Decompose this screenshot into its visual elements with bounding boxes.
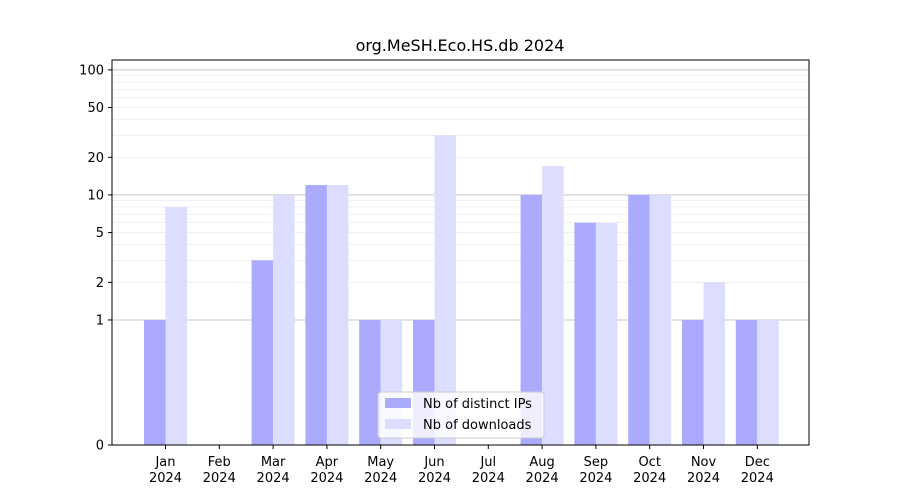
legend: Nb of distinct IPs Nb of downloads: [377, 391, 545, 439]
bar-distinct-ips: [682, 319, 704, 445]
x-tick-label: Oct 2024: [633, 455, 666, 486]
legend-swatch-downloads: [385, 419, 411, 429]
grid-lines: [112, 69, 809, 321]
bars: [144, 135, 779, 445]
x-tick-label: Nov 2024: [687, 455, 720, 486]
bar-distinct-ips: [735, 319, 758, 445]
chart-title: org.MeSH.Eco.HS.db 2024: [356, 36, 565, 55]
y-tick-label: 2: [96, 276, 104, 291]
y-tick-label: 100: [79, 63, 104, 78]
y-tick-label: 20: [87, 151, 104, 166]
bar-downloads: [703, 282, 725, 445]
bar-distinct-ips: [144, 319, 166, 445]
bar-downloads: [326, 185, 349, 445]
bar-downloads: [595, 222, 618, 445]
y-tick-label: 50: [87, 101, 104, 116]
bar-downloads: [434, 135, 456, 445]
bar-distinct-ips: [574, 222, 596, 445]
x-axis: Jan 2024 Feb 2024 Mar 2024 Apr 2024 May 2024 Jun 20…: [149, 445, 774, 486]
y-tick-label: 5: [96, 226, 104, 241]
y-tick-label: 1: [96, 313, 104, 328]
bar-downloads: [273, 194, 295, 445]
y-axis: 0 1 2 5 10 20 50 100: [79, 63, 112, 454]
x-tick-label: Dec 2024: [741, 455, 774, 486]
x-tick-label: Apr 2024: [310, 455, 343, 486]
bar-downloads: [757, 319, 779, 445]
legend-swatch-distinct-ips: [385, 398, 411, 408]
y-tick-label: 10: [87, 188, 104, 203]
x-tick-label: Mar 2024: [257, 455, 290, 486]
x-tick-label: May 2024: [364, 455, 397, 486]
bar-downloads: [165, 207, 187, 445]
x-tick-label: Feb 2024: [203, 455, 236, 486]
x-tick-label: Sep 2024: [579, 455, 612, 486]
x-tick-label: Jan 2024: [149, 455, 182, 486]
x-tick-label: Jun 2024: [418, 455, 451, 486]
legend-box: [377, 391, 545, 439]
x-tick-label: Aug 2024: [526, 455, 559, 486]
bar-downloads: [649, 194, 672, 445]
legend-label-downloads: Nb of downloads: [423, 418, 532, 433]
legend-label-distinct-ips: Nb of distinct IPs: [423, 397, 532, 412]
bar-distinct-ips: [251, 260, 274, 445]
bar-downloads: [542, 166, 564, 445]
plot-frame: [111, 59, 810, 446]
x-tick-label: Jul 2024: [472, 455, 505, 486]
bar-distinct-ips: [305, 185, 327, 445]
bar-distinct-ips: [359, 319, 381, 445]
y-tick-label: 0: [96, 439, 104, 454]
bar-distinct-ips: [520, 194, 543, 445]
bar-distinct-ips: [628, 194, 650, 445]
